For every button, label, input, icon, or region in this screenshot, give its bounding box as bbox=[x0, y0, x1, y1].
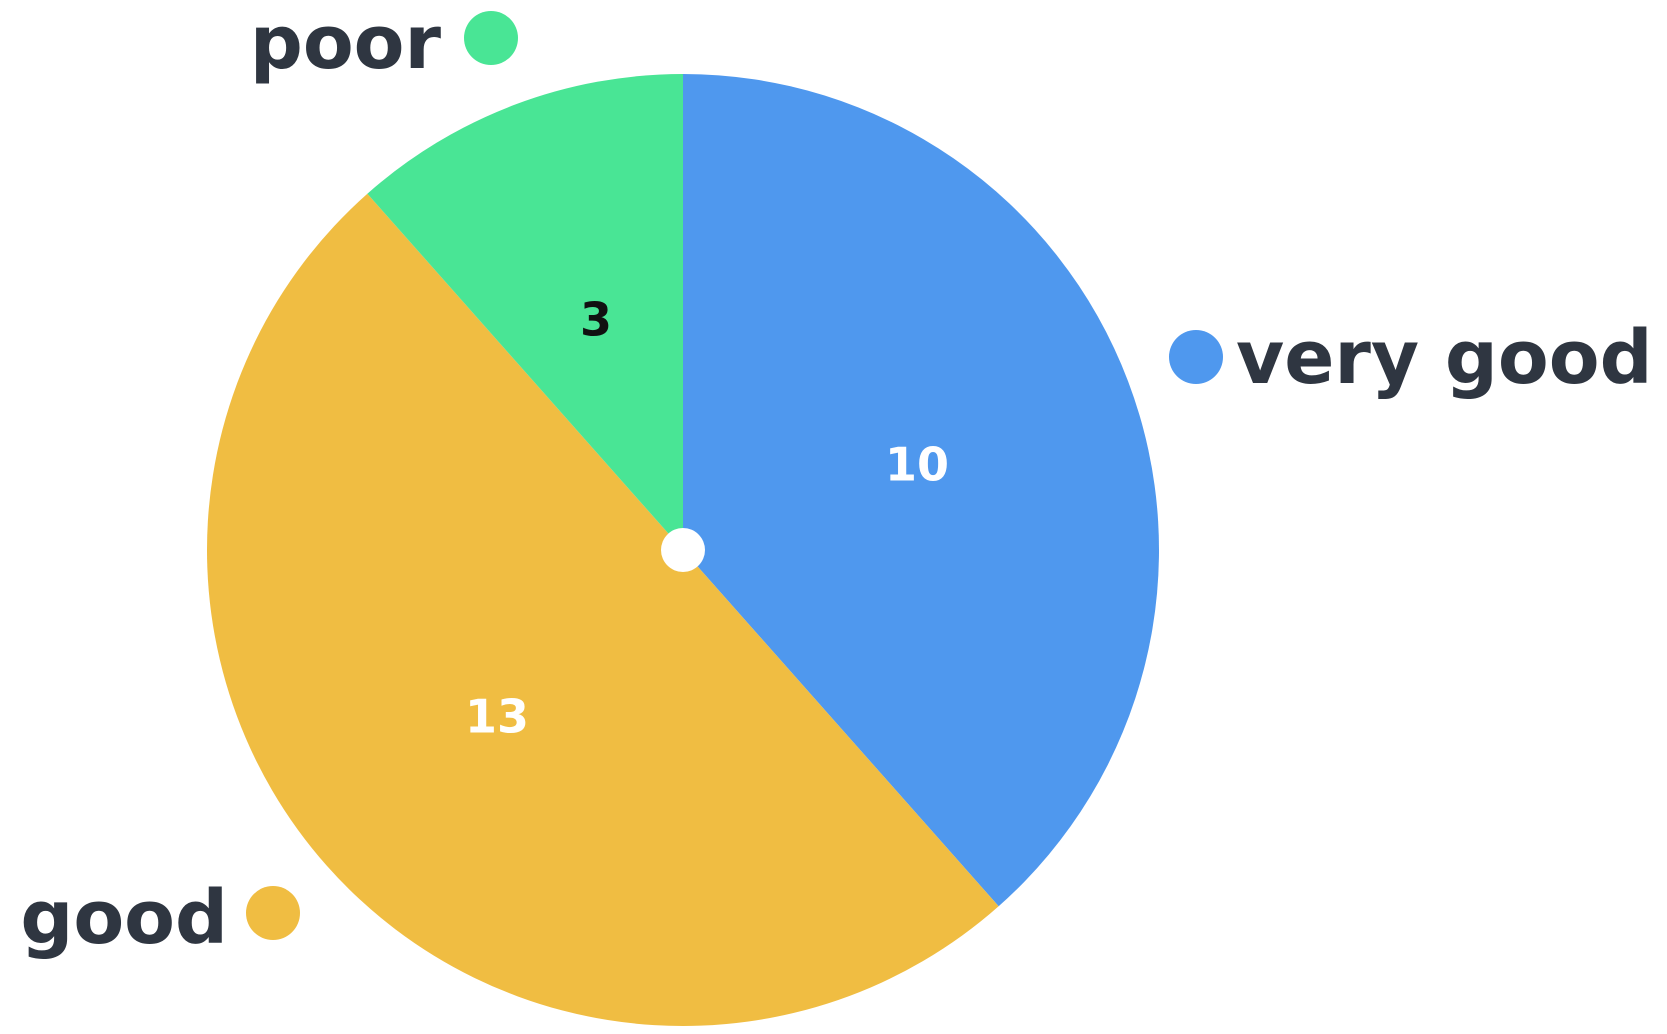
legend-layer: very good good poor bbox=[20, 0, 1652, 961]
labels-layer: 10 13 3 bbox=[465, 293, 949, 744]
legend-label-very-good: very good bbox=[1236, 315, 1653, 401]
value-label-very-good: 10 bbox=[885, 438, 949, 492]
value-label-poor: 3 bbox=[580, 293, 612, 347]
legend-label-poor: poor bbox=[250, 0, 442, 86]
pie-slice-very-good bbox=[683, 74, 1160, 907]
pie-slice-good bbox=[207, 193, 999, 1027]
legend-marker-good bbox=[246, 886, 300, 940]
legend-label-good: good bbox=[20, 875, 228, 961]
legend-marker-poor bbox=[464, 11, 518, 65]
center-dot bbox=[661, 528, 705, 572]
value-label-good: 13 bbox=[465, 690, 529, 744]
legend-marker-very-good bbox=[1169, 330, 1223, 384]
pie-slice-poor bbox=[367, 74, 683, 550]
slices-layer bbox=[207, 74, 1160, 1027]
